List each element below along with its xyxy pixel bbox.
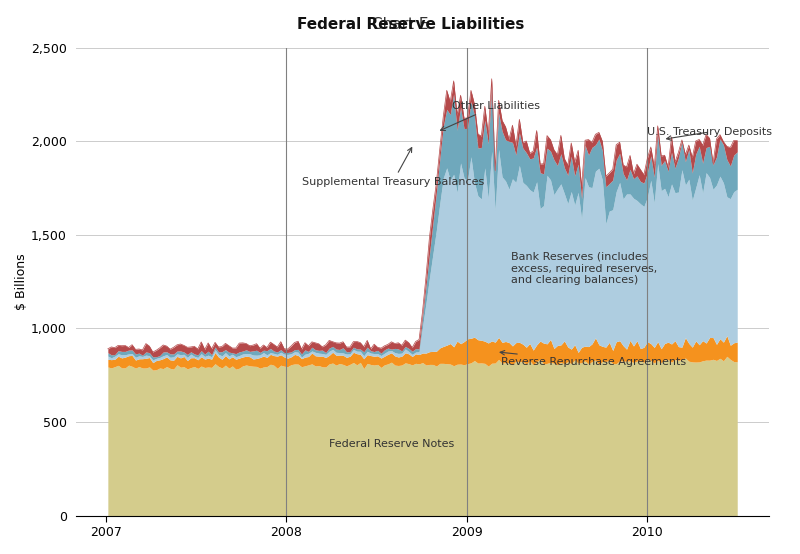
Text: Other Liabilities: Other Liabilities: [441, 101, 540, 131]
Text: Reverse Repurchase Agreements: Reverse Repurchase Agreements: [500, 351, 686, 367]
Text: Chart E: Chart E: [372, 17, 428, 32]
Text: Bank Reserves (includes
excess, required reserves,
and clearing balances): Bank Reserves (includes excess, required…: [511, 252, 658, 285]
Text: Federal Reserve Liabilities: Federal Reserve Liabilities: [276, 17, 524, 32]
Text: Federal Reserve Notes: Federal Reserve Notes: [329, 439, 454, 449]
Y-axis label: $ Billions: $ Billions: [15, 253, 28, 310]
Text: Supplemental Treasury Balances: Supplemental Treasury Balances: [302, 147, 484, 187]
Text: U.S. Treasury Deposits: U.S. Treasury Deposits: [647, 127, 772, 140]
